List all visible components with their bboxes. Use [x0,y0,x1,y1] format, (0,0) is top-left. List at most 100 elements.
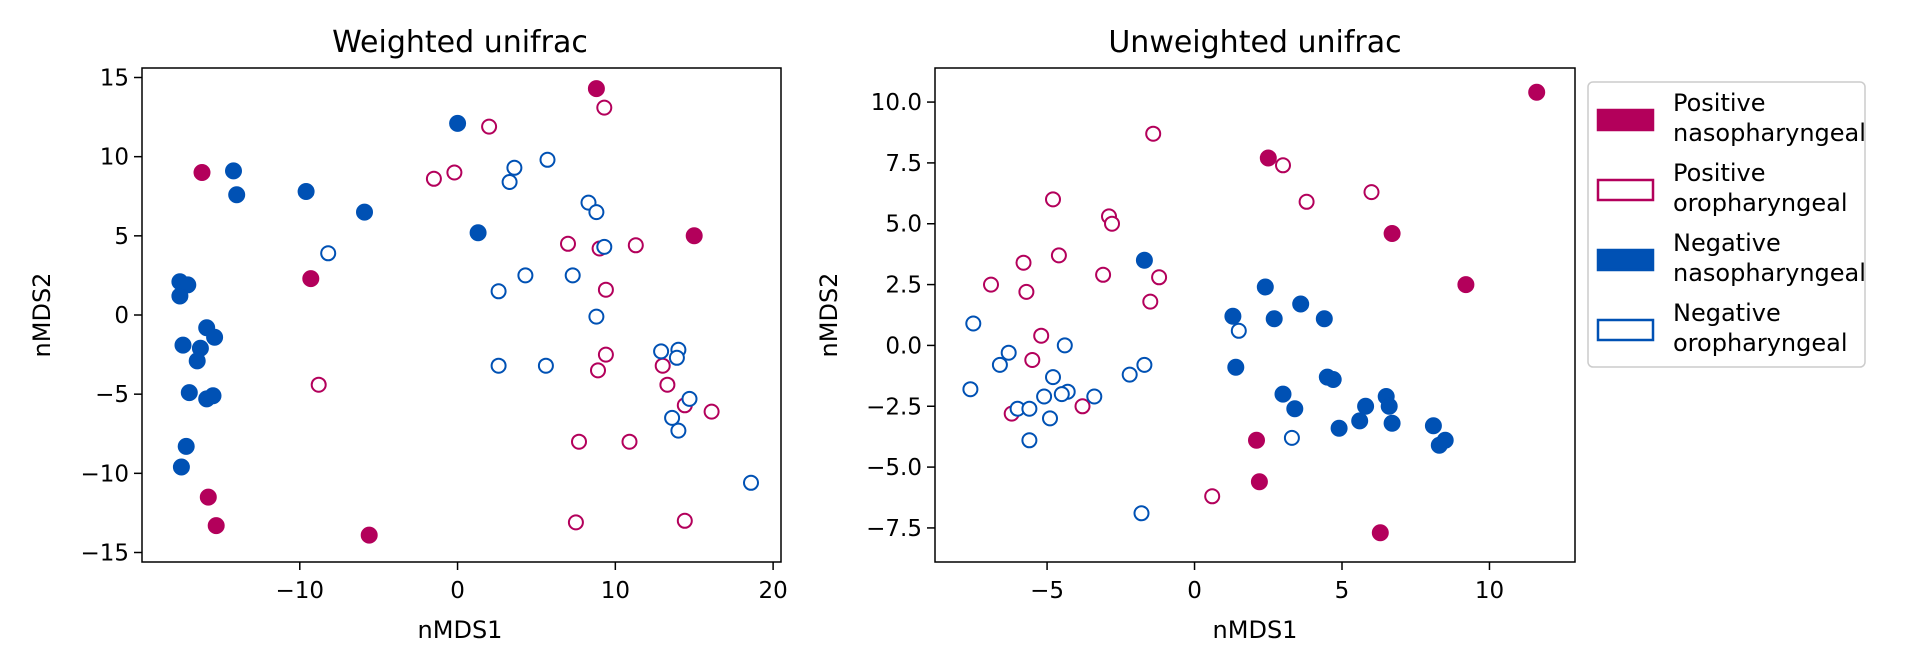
x-tick-label: −5 [1030,578,1064,604]
point-negative-oropharyngeal [1053,386,1070,403]
point-positive-oropharyngeal [1204,488,1221,505]
point-negative-oropharyngeal [539,151,556,168]
x-tick-label: 0 [1187,578,1202,604]
point-negative-nasopharyngeal [1357,397,1375,415]
y-tick-label: 0.0 [885,333,922,359]
legend-label-line1: Negative [1673,229,1781,257]
point-negative-oropharyngeal [564,267,581,284]
point-negative-oropharyngeal [506,159,523,176]
point-positive-oropharyngeal [310,376,327,393]
point-positive-oropharyngeal [1142,293,1159,310]
legend-label-line1: Negative [1673,299,1781,327]
legend-label: Positive nasopharyngeal [1673,89,1866,147]
legend-label-line1: Positive [1673,159,1766,187]
y-tick-label: 10 [100,145,129,171]
point-negative-oropharyngeal [320,245,337,262]
point-negative-oropharyngeal [670,422,687,439]
legend-label-line2: nasopharyngeal [1673,259,1866,287]
point-negative-oropharyngeal [1000,344,1017,361]
legend-label-line2: oropharyngeal [1673,329,1848,357]
y-tick-label: 2.5 [885,273,922,299]
point-negative-nasopharyngeal [1224,307,1242,325]
x-tick-label: 20 [758,578,787,604]
point-positive-oropharyngeal [703,403,720,420]
plot-frame [934,67,1576,563]
point-positive-oropharyngeal [983,276,999,293]
point-negative-nasopharyngeal [180,384,198,402]
point-positive-nasopharyngeal [199,488,217,506]
point-positive-nasopharyngeal [1383,225,1401,242]
legend-item-positive-oropharyngeal: Positive oropharyngeal [1596,159,1848,217]
x-tick-label: 5 [1335,578,1350,604]
point-negative-nasopharyngeal [449,114,467,132]
point-positive-oropharyngeal [597,346,614,363]
y-axis-ticks: −15 −10 −5 0 5 10 15 [80,66,142,567]
point-negative-nasopharyngeal [1330,419,1348,437]
point-positive-oropharyngeal [446,164,463,181]
point-positive-oropharyngeal [1033,327,1050,344]
point-positive-oropharyngeal [481,118,498,135]
point-positive-nasopharyngeal [207,517,225,535]
point-negative-nasopharyngeal [1286,400,1304,418]
x-axis-label: nMDS1 [1213,616,1298,644]
point-negative-nasopharyngeal [1324,371,1342,388]
point-negative-nasopharyngeal [225,162,242,180]
point-negative-nasopharyngeal [1380,397,1398,415]
y-axis-label: nMDS2 [28,273,56,358]
point-negative-nasopharyngeal [1274,385,1292,403]
point-negative-oropharyngeal [1086,388,1103,405]
x-axis-ticks: −10 0 10 20 [276,562,788,604]
point-negative-oropharyngeal [991,356,1008,373]
point-negative-nasopharyngeal [469,224,487,242]
legend-item-negative-oropharyngeal: Negative oropharyngeal [1596,299,1848,357]
point-negative-oropharyngeal [1036,388,1053,405]
point-positive-nasopharyngeal [302,270,320,288]
y-tick-label: 5.0 [885,212,922,238]
point-negative-oropharyngeal [490,357,507,374]
point-positive-nasopharyngeal [360,526,378,544]
plot-marks [171,80,759,544]
point-positive-oropharyngeal [1050,247,1067,264]
chart-title: Weighted unifrac [332,25,588,60]
point-positive-oropharyngeal [654,357,671,374]
point-negative-oropharyngeal [668,349,685,366]
legend-swatch [1596,178,1655,202]
point-negative-oropharyngeal [537,357,554,374]
plot-frame [141,67,782,563]
point-positive-oropharyngeal [597,281,614,298]
point-negative-nasopharyngeal [1292,295,1310,313]
point-negative-oropharyngeal [501,174,518,190]
point-negative-nasopharyngeal [1265,310,1283,328]
legend-label-line2: nasopharyngeal [1673,119,1866,147]
point-negative-oropharyngeal [1042,410,1058,427]
chart-title: Unweighted unifrac [1108,25,1401,60]
legend-item-negative-nasopharyngeal: Negative nasopharyngeal [1596,229,1866,287]
point-positive-oropharyngeal [1151,269,1168,286]
point-positive-oropharyngeal [1074,398,1091,415]
point-negative-oropharyngeal [681,390,698,407]
point-negative-nasopharyngeal [1315,310,1333,328]
point-positive-oropharyngeal [1104,215,1120,232]
legend: Positive nasopharyngeal Positive orophar… [1587,81,1866,368]
point-positive-oropharyngeal [590,362,606,379]
point-positive-nasopharyngeal [1250,473,1268,491]
point-positive-nasopharyngeal [587,80,605,98]
point-negative-oropharyngeal [1121,366,1138,383]
point-negative-oropharyngeal [1056,337,1073,354]
point-positive-oropharyngeal [596,99,613,116]
point-positive-oropharyngeal [567,514,584,531]
point-negative-oropharyngeal [1283,429,1300,446]
point-negative-nasopharyngeal [1383,414,1401,432]
y-axis-ticks: −7.5 −5.0 −2.5 0.0 2.5 5.0 7.5 10.0 [866,90,935,542]
point-positive-nasopharyngeal [1528,83,1546,101]
point-negative-oropharyngeal [1045,369,1061,386]
point-negative-nasopharyngeal [171,287,189,305]
point-positive-oropharyngeal [425,170,442,187]
y-tick-label: 10.0 [871,90,922,116]
y-tick-label: −10 [80,461,129,487]
point-negative-nasopharyngeal [172,458,190,476]
point-positive-nasopharyngeal [685,227,703,245]
y-tick-label: 0 [114,303,129,329]
x-axis-ticks: −5 0 5 10 [1030,562,1504,604]
